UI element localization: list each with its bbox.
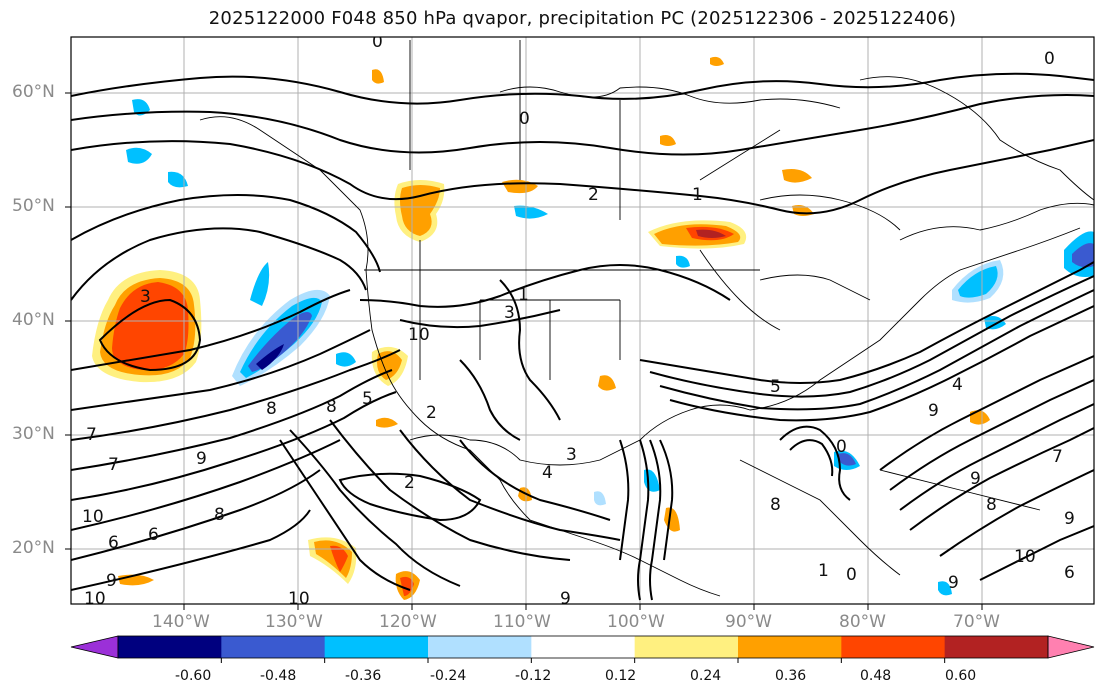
lon-label-70w: 70°W <box>953 612 1000 632</box>
colorbar-tick-label: 0.48 <box>860 668 892 684</box>
colorbar-tick-label: 0.12 <box>605 668 637 684</box>
contour-label: 10 <box>288 589 310 609</box>
lon-label-130w: 130°W <box>265 612 323 632</box>
contour-label: 6 <box>108 533 119 553</box>
contour-label: 2 <box>404 473 415 493</box>
coastlines-borders <box>199 40 1094 597</box>
contour-label: 8 <box>986 495 997 515</box>
contour-label: 4 <box>952 375 963 395</box>
contour-label: 2 <box>588 185 599 205</box>
contour-label: 8 <box>326 397 337 417</box>
contour-label: 0 <box>846 565 857 585</box>
colorbar-tick-label: -0.24 <box>430 668 467 684</box>
colorbar-extend-min <box>70 635 119 659</box>
contour-label: 6 <box>1064 563 1075 583</box>
contour-label: 9 <box>928 401 939 421</box>
colorbar-tick-label: -0.12 <box>515 668 552 684</box>
colorbar-segment <box>841 636 946 658</box>
lat-label-60n: 60°N <box>12 82 55 102</box>
lat-label-30n: 30°N <box>12 424 55 444</box>
colorbar-frame <box>117 635 1049 659</box>
contour-label: 10 <box>1014 547 1036 567</box>
contour-label: 0 <box>1044 49 1055 69</box>
qvapor-contours <box>71 72 1094 601</box>
colorbar-tick-label: 0.24 <box>690 668 722 684</box>
contour-label: 9 <box>970 469 981 489</box>
contour-label: 10 <box>408 325 430 345</box>
contour-label: 8 <box>266 399 277 419</box>
lon-label-140w: 140°W <box>152 612 210 632</box>
contour-label: 0 <box>372 32 383 52</box>
contour-label: 3 <box>566 445 577 465</box>
contour-label: 6 <box>148 525 159 545</box>
lon-label-90w: 90°W <box>725 612 772 632</box>
contour-label: 0 <box>519 109 530 129</box>
contour-label: 9 <box>1064 509 1075 529</box>
colorbar-segment <box>221 636 326 658</box>
map-title: 2025122000 F048 850 hPa qvapor, precipit… <box>208 8 957 29</box>
colorbar-segment <box>428 636 532 658</box>
contour-label: 10 <box>82 507 104 527</box>
contour-label: 1 <box>518 285 529 305</box>
precip-shading <box>92 56 1094 600</box>
contour-label: 3 <box>504 303 515 323</box>
contour-label: 5 <box>362 389 373 409</box>
contour-label: 9 <box>560 589 571 609</box>
colorbar-tick-label: 0.60 <box>945 668 977 684</box>
colorbar-segment <box>118 636 222 658</box>
colorbar-segment <box>324 636 429 658</box>
lon-label-110w: 110°W <box>493 612 551 632</box>
lon-label-120w: 120°W <box>379 612 437 632</box>
contour-label: 9 <box>196 449 207 469</box>
contour-labels: 0 0 0 2 1 3 1 3 10 2 2 4 3 8 9 7 10 6 5 … <box>82 32 1075 609</box>
contour-label: 10 <box>84 589 106 609</box>
contour-label: 5 <box>770 377 781 397</box>
lat-label-40n: 40°N <box>12 310 55 330</box>
contour-label: 1 <box>818 561 829 581</box>
contour-label: 3 <box>140 287 151 307</box>
colorbar-tick-label: -0.48 <box>260 668 297 684</box>
contour-label: 1 <box>692 185 703 205</box>
contour-label: 7 <box>86 425 97 445</box>
map-area: 0 0 0 2 1 3 1 3 10 2 2 4 3 8 9 7 10 6 5 … <box>71 32 1094 609</box>
contour-label: 9 <box>106 571 117 591</box>
contour-label: 9 <box>948 573 959 593</box>
contour-label: 8 <box>770 495 781 515</box>
lat-label-50n: 50°N <box>12 196 55 216</box>
contour-label: 7 <box>108 455 119 475</box>
lon-label-80w: 80°W <box>839 612 886 632</box>
axis-ticks <box>65 92 983 610</box>
colorbar <box>70 635 1095 663</box>
colorbar-segment <box>531 636 636 658</box>
contour-label: 8 <box>214 505 225 525</box>
lat-label-20n: 20°N <box>12 538 55 558</box>
colorbar-extend-max <box>1047 635 1095 659</box>
colorbar-tick-label: 0.36 <box>775 668 807 684</box>
colorbar-tick-label: -0.60 <box>175 668 212 684</box>
contour-label: 0 <box>836 437 847 457</box>
lon-label-100w: 100°W <box>607 612 665 632</box>
contour-label: 7 <box>1052 447 1063 467</box>
colorbar-segment <box>738 636 842 658</box>
contour-label: 2 <box>426 403 437 423</box>
contour-label: 4 <box>542 463 553 483</box>
colorbar-segment <box>944 636 1049 658</box>
colorbar-tick-label: -0.36 <box>345 668 382 684</box>
colorbar-segment <box>634 636 739 658</box>
